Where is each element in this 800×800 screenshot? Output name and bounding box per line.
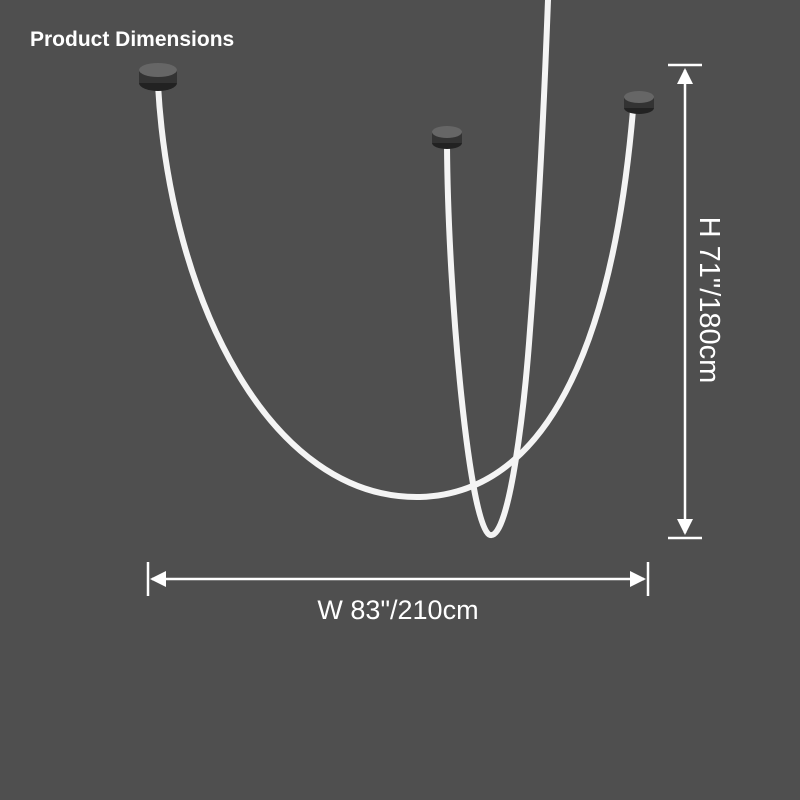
lamp-strip (155, 0, 636, 538)
canopy (432, 126, 462, 149)
title: Product Dimensions (30, 28, 234, 51)
ceiling-canopies (139, 63, 654, 149)
height-label: H 71"/180cm (693, 217, 725, 384)
canopy (624, 91, 654, 114)
width-label: W 83"/210cm (317, 595, 478, 625)
strip-left (155, 82, 636, 501)
height-dimension (668, 63, 702, 540)
strip-center (444, 0, 551, 538)
canopy (139, 63, 177, 91)
width-dimension (146, 562, 650, 596)
